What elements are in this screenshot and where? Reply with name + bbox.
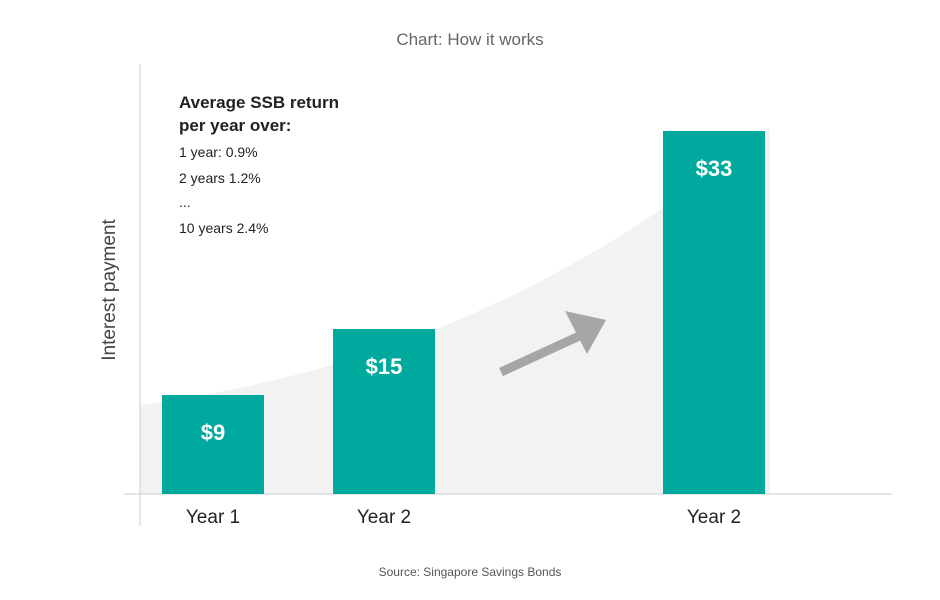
x-tick-label-2: Year 2 [357,507,411,528]
bar-2 [333,329,435,494]
annotation-line-2: 2 years 1.2% [179,170,261,186]
bar-value-label-2: $15 [366,354,403,379]
annotation-line-3: ... [179,194,191,210]
annotation-line-1: 1 year: 0.9% [179,144,258,160]
trend-area [140,128,770,494]
annotation-heading-2: per year over: [179,116,291,135]
chart-source: Source: Singapore Savings Bonds [379,565,562,579]
bar-value-label-3: $33 [696,156,733,181]
bar-1 [162,395,264,494]
bars: $9 $15 $33 [162,131,765,494]
y-axis-label: Interest payment [99,219,120,361]
up-right-arrow-icon [499,311,606,377]
x-tick-label-3: Year 2 [687,507,741,528]
chart-title: Chart: How it works [396,30,543,49]
bar-3 [663,131,765,494]
annotation-line-4: 10 years 2.4% [179,220,269,236]
bar-value-label-1: $9 [201,420,225,445]
x-tick-label-1: Year 1 [186,507,240,528]
x-ticks: Year 1 Year 2 Year 2 [186,507,741,528]
annotation-heading-1: Average SSB return [179,93,339,112]
annotation: Average SSB return per year over: 1 year… [179,93,339,236]
